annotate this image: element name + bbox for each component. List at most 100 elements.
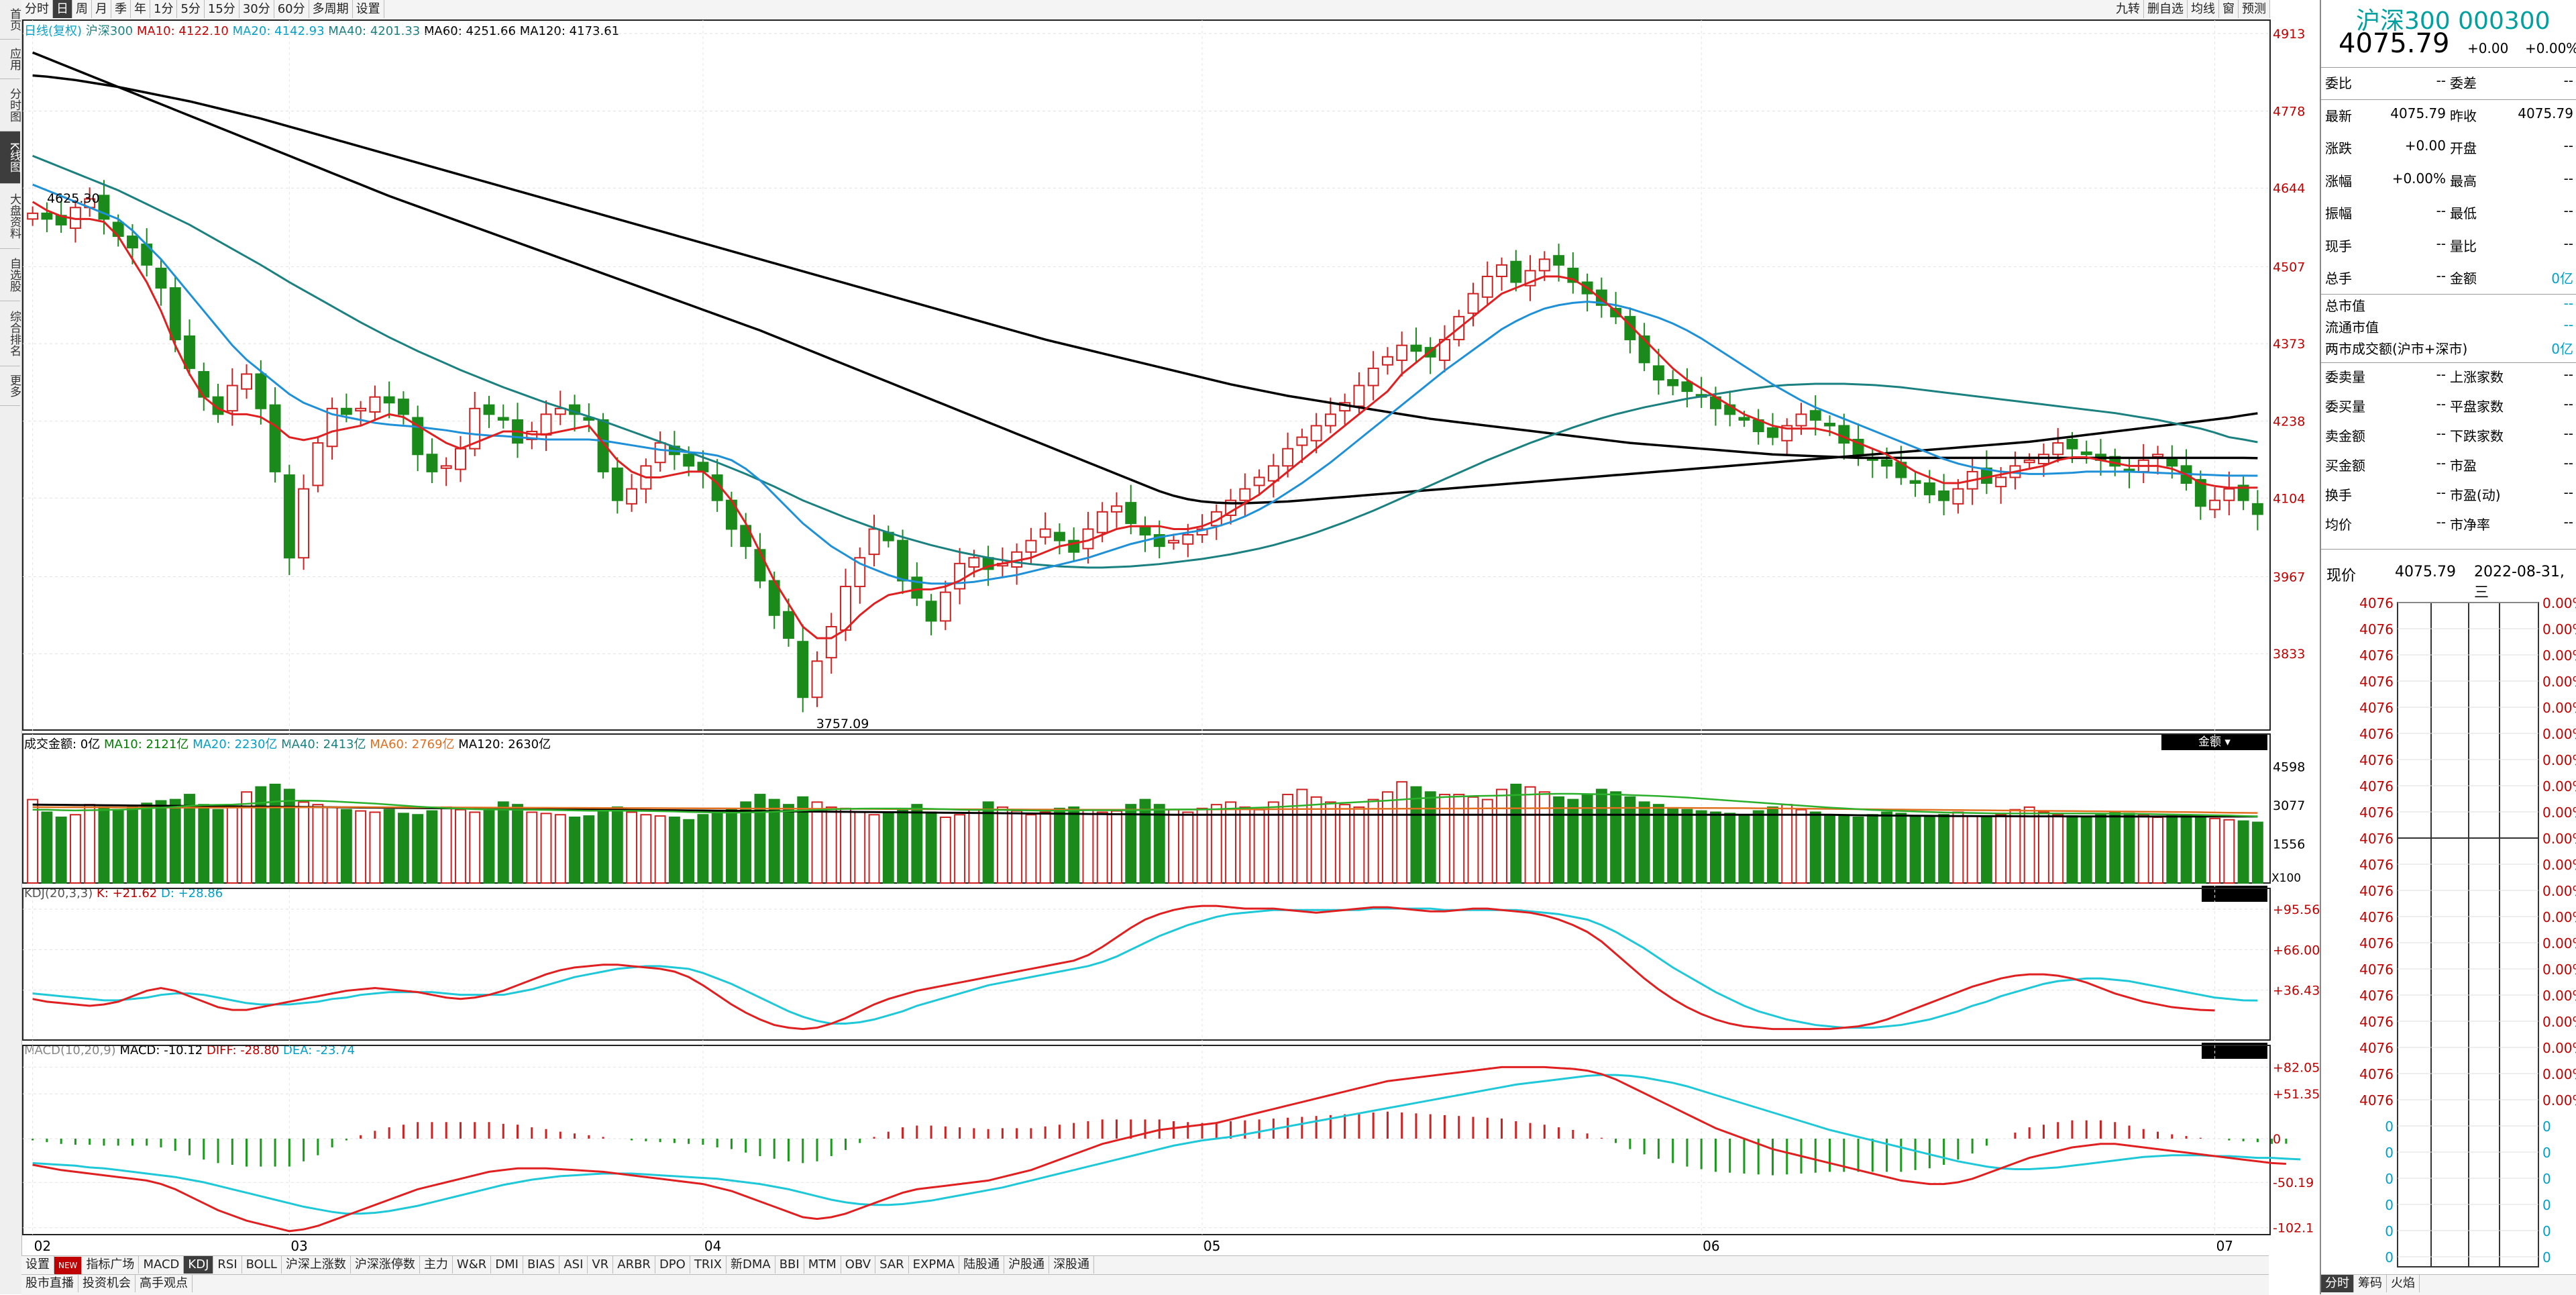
indicator-tab-11[interactable]: DMI — [491, 1256, 523, 1274]
period-tab-3[interactable]: 月 — [92, 0, 111, 18]
period-tab-0[interactable]: 分时 — [21, 0, 53, 18]
indicator-tab-7[interactable]: 沪深上涨数 — [282, 1256, 351, 1274]
rows3-value-0: -- — [2436, 366, 2446, 382]
candle-body-85 — [1239, 488, 1251, 501]
indicator-tab-4[interactable]: KDJ — [184, 1256, 214, 1274]
sidebar-item-5[interactable]: 自选股 — [0, 249, 21, 301]
quote-price: 4075.79 — [2339, 28, 2450, 59]
mini-right-21: 0 — [2542, 1145, 2551, 1161]
indicator-tab-3[interactable]: MACD — [139, 1256, 184, 1274]
vol-bar-110 — [1595, 788, 1607, 884]
toolbar-right-button-3[interactable]: 窗 — [2219, 0, 2239, 18]
vol-bar-38 — [569, 817, 580, 884]
period-tab-2[interactable]: 周 — [72, 0, 92, 18]
sidebar-item-1[interactable]: 应用 — [0, 40, 21, 79]
sidebar-item-2[interactable]: 分时图 — [0, 79, 21, 132]
period-tab-4[interactable]: 季 — [111, 0, 131, 18]
indicator-tab-18[interactable]: 新DMA — [727, 1256, 775, 1274]
mini-right-12: 0.00% — [2542, 909, 2576, 925]
indicator-tab-24[interactable]: 陆股通 — [959, 1256, 1005, 1274]
candle-body-56 — [825, 625, 837, 659]
vol-bar-86 — [1253, 809, 1265, 884]
rows-row-2: 涨跌 +0.00 开盘 -- — [2325, 138, 2573, 167]
rows-value2-0: -- — [2563, 72, 2573, 89]
info-tab-1[interactable]: 投资机会 — [78, 1275, 136, 1292]
vol-bar-7 — [127, 805, 138, 884]
vol-bar-76 — [1111, 810, 1122, 884]
volume-selector[interactable]: 金额 ▾ — [2161, 734, 2267, 750]
vol-bar-6 — [112, 809, 124, 884]
period-tab-11[interactable]: 多周期 — [309, 0, 353, 18]
period-tab-10[interactable]: 60分 — [274, 0, 309, 18]
indicator-tab-5[interactable]: RSI — [213, 1256, 242, 1274]
toolbar-right-button-4[interactable]: 预测 — [2239, 0, 2270, 18]
indicator-tab-20[interactable]: MTM — [804, 1256, 841, 1274]
volume-selector-label: 金额 — [2198, 735, 2222, 749]
sidebar-item-4[interactable]: 大盘资料 — [0, 184, 21, 249]
vol-bar-52 — [768, 798, 780, 884]
indicator-tab-22[interactable]: SAR — [875, 1256, 909, 1274]
mini-right-4: 0.00% — [2542, 700, 2576, 716]
quote-tab-1[interactable]: 筹码 — [2354, 1275, 2387, 1292]
vol-bar-132 — [1909, 815, 1921, 884]
vol-bar-137 — [1980, 817, 1992, 884]
vol-bar-4 — [84, 804, 96, 884]
quote-tab-2[interactable]: 火焰 — [2387, 1275, 2420, 1292]
info-tab-2[interactable]: 高手观点 — [136, 1275, 193, 1292]
indicator-tab-21[interactable]: OBV — [841, 1256, 876, 1274]
candle-body-111 — [1610, 307, 1622, 317]
vol-bar-117 — [1695, 810, 1707, 884]
sidebar-item-0[interactable]: 首页 — [0, 0, 21, 40]
mini-left-22: 0 — [2385, 1171, 2394, 1187]
period-tab-6[interactable]: 1分 — [150, 0, 178, 18]
indicator-tab-1[interactable]: NEW — [54, 1257, 83, 1274]
period-tab-1[interactable]: 日 — [53, 0, 72, 18]
period-tab-12[interactable]: 设置 — [353, 0, 384, 18]
info-tab-0[interactable]: 股市直播 — [21, 1275, 78, 1292]
quote-separator-1 — [2321, 99, 2576, 100]
macd-dea-line — [32, 1074, 2301, 1215]
mini-left-4: 4076 — [2359, 700, 2394, 716]
main-ytick-0: 4913 — [2273, 27, 2305, 42]
indicator-tab-26[interactable]: 深股通 — [1049, 1256, 1095, 1274]
mini-left-7: 4076 — [2359, 778, 2394, 794]
indicator-tab-23[interactable]: EXPMA — [909, 1256, 960, 1274]
toolbar-right-button-2[interactable]: 均线 — [2188, 0, 2219, 18]
vol-bar-18 — [283, 788, 295, 884]
mini-right-16: 0.00% — [2542, 1014, 2576, 1030]
candle-body-87 — [1267, 465, 1279, 482]
period-tab-7[interactable]: 5分 — [177, 0, 205, 18]
indicator-tab-2[interactable]: 指标广场 — [82, 1256, 140, 1274]
indicator-tab-13[interactable]: ASI — [559, 1256, 588, 1274]
rows-label2-1: 昨收 — [2450, 107, 2477, 124]
ma120-line — [32, 74, 2258, 460]
indicator-tab-17[interactable]: TRIX — [690, 1256, 727, 1274]
indicator-tab-19[interactable]: BBI — [775, 1256, 804, 1274]
indicator-tab-10[interactable]: W&R — [453, 1256, 492, 1274]
period-tab-8[interactable]: 15分 — [205, 0, 239, 18]
indicator-tab-9[interactable]: 主力 — [420, 1256, 453, 1274]
main-ytick-8: 3833 — [2273, 647, 2305, 662]
macd-ytick-0: +82.05 — [2273, 1060, 2320, 1075]
indicator-tab-15[interactable]: ARBR — [613, 1256, 655, 1274]
vol-bar-72 — [1053, 807, 1065, 884]
sidebar-item-3[interactable]: K线图 — [0, 132, 21, 184]
sidebar-item-6[interactable]: 综合排名 — [0, 301, 21, 366]
mini-right-24: 0 — [2542, 1223, 2551, 1239]
mini-left-24: 0 — [2385, 1223, 2394, 1239]
sidebar-item-7[interactable]: 更多 — [0, 366, 21, 406]
indicator-tab-25[interactable]: 沪股通 — [1004, 1256, 1050, 1274]
indicator-tab-16[interactable]: DPO — [655, 1256, 690, 1274]
indicator-tab-6[interactable]: BOLL — [242, 1256, 282, 1274]
quote-tab-0[interactable]: 分时 — [2321, 1275, 2354, 1292]
vol-bar-80 — [1168, 809, 1179, 884]
toolbar-right-button-1[interactable]: 删自选 — [2144, 0, 2188, 18]
period-tab-9[interactable]: 30分 — [239, 0, 274, 18]
toolbar-right-button-0[interactable]: 九转 — [2112, 0, 2144, 18]
indicator-tab-14[interactable]: VR — [588, 1256, 614, 1274]
indicator-tab-8[interactable]: 沪深涨停数 — [351, 1256, 420, 1274]
indicator-tab-0[interactable]: 设置 — [21, 1256, 54, 1274]
rows-value2-6: 0亿 — [2551, 270, 2573, 287]
indicator-tab-12[interactable]: BIAS — [523, 1256, 560, 1274]
period-tab-5[interactable]: 年 — [131, 0, 150, 18]
